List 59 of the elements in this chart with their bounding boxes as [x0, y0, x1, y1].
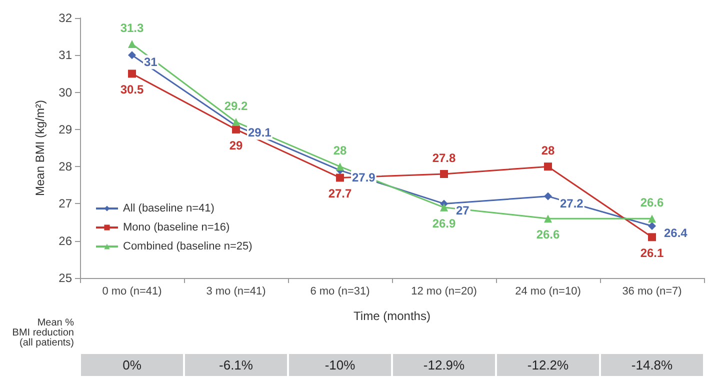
y-tick-label: 30 [58, 85, 72, 100]
text: -10% [324, 358, 356, 372]
text: -12.9% [423, 358, 466, 372]
data-label: 27.7 [328, 186, 352, 201]
y-tick-label: 27 [58, 196, 72, 211]
data-label: 30.5 [120, 82, 144, 97]
y-tick-label: 28 [58, 160, 72, 174]
point [128, 51, 136, 60]
x-tick-label: 24 mo (n=10) [515, 286, 581, 298]
x-tick-label: 12 mo (n=20) [411, 286, 477, 298]
point [232, 118, 240, 126]
point [544, 192, 552, 200]
data-label: 26.1 [640, 246, 664, 260]
data-label: 26.6 [536, 228, 560, 242]
data-label: 27.2 [560, 196, 584, 210]
text: -12.2% [527, 358, 570, 372]
x-axis-title: Time (months) [354, 309, 430, 323]
data-label: 27.9 [352, 170, 376, 184]
data-label: 28 [541, 144, 555, 158]
data-label: 29.2 [224, 99, 248, 113]
data-label: 29.1 [248, 126, 272, 140]
y-tick-label: 31 [58, 48, 72, 62]
point [336, 162, 344, 171]
point [440, 203, 448, 212]
data-label: 31 [144, 55, 158, 70]
x-tick-label: 36 mo (n=7) [622, 286, 682, 298]
y-tick-label: 26 [58, 234, 72, 248]
legend-label: Mono (baseline n=16) [123, 222, 230, 234]
y-axis-title: Mean BMI (kg/m²) [33, 100, 47, 196]
text: Mean % BMI reduction (all patients) [12, 318, 74, 348]
data-label: 31.3 [120, 21, 144, 35]
data-label: 27.8 [432, 151, 456, 165]
data-label: 26.4 [664, 226, 688, 240]
point [544, 214, 552, 223]
point [128, 40, 136, 48]
data-label: 26.9 [432, 216, 456, 230]
point [336, 174, 344, 182]
data-label: 27 [456, 204, 470, 218]
point [648, 233, 656, 242]
x-tick-label: 6 mo (n=31) [310, 286, 370, 298]
point [440, 170, 448, 178]
text: -6.1% [219, 358, 254, 372]
point [648, 222, 656, 230]
point [544, 162, 552, 171]
data-label: 29 [229, 138, 243, 152]
point [648, 214, 656, 223]
x-tick-label: 3 mo (n=41) [206, 286, 266, 298]
y-tick-label: 32 [58, 11, 72, 25]
point [232, 125, 240, 134]
data-label: 28 [333, 144, 347, 158]
point [128, 70, 136, 78]
text: 0% [122, 358, 142, 372]
y-tick-label: 25 [58, 271, 72, 285]
legend-label: Combined (baseline n=25) [123, 240, 252, 252]
y-tick-label: 29 [58, 122, 72, 136]
data-label: 26.6 [640, 196, 664, 210]
legend-label: All (baseline n=41) [123, 202, 214, 214]
text: -14.8% [631, 358, 674, 372]
x-tick-label: 0 mo (n=41) [102, 286, 162, 298]
